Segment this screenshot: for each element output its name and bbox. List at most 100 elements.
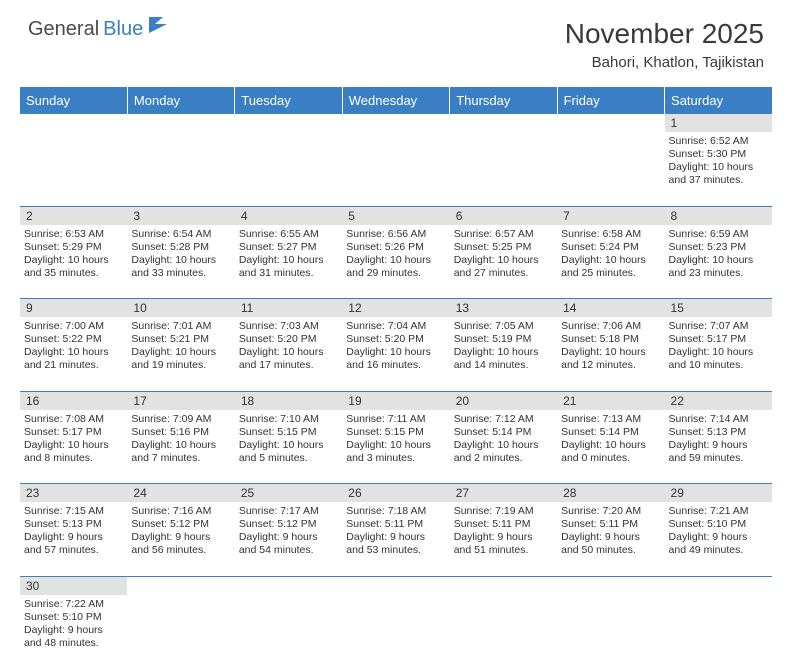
- daylight-line1: Daylight: 9 hours: [561, 531, 660, 544]
- day-cell: Sunrise: 7:12 AMSunset: 5:14 PMDaylight:…: [450, 410, 557, 484]
- sunrise-text: Sunrise: 7:05 AM: [454, 320, 553, 333]
- daylight-line1: Daylight: 9 hours: [24, 531, 123, 544]
- day-cell: Sunrise: 6:55 AMSunset: 5:27 PMDaylight:…: [235, 225, 342, 299]
- day-header: Friday: [557, 87, 664, 114]
- day-cell: [342, 595, 449, 669]
- sunrise-text: Sunrise: 6:52 AM: [669, 135, 768, 148]
- daynum-cell: 9: [20, 299, 127, 318]
- daynum-cell: 19: [342, 391, 449, 410]
- week-row: Sunrise: 6:53 AMSunset: 5:29 PMDaylight:…: [20, 225, 772, 299]
- day-cell: [127, 595, 234, 669]
- sunrise-text: Sunrise: 6:57 AM: [454, 228, 553, 241]
- week-row: Sunrise: 7:00 AMSunset: 5:22 PMDaylight:…: [20, 317, 772, 391]
- daynum-cell: [20, 114, 127, 132]
- sunset-text: Sunset: 5:24 PM: [561, 241, 660, 254]
- daylight-line2: and 7 minutes.: [131, 452, 230, 465]
- day-cell: Sunrise: 7:21 AMSunset: 5:10 PMDaylight:…: [665, 502, 772, 576]
- daynum-row: 23242526272829: [20, 484, 772, 503]
- daynum-cell: [450, 576, 557, 595]
- day-cell: Sunrise: 7:20 AMSunset: 5:11 PMDaylight:…: [557, 502, 664, 576]
- daynum-cell: 29: [665, 484, 772, 503]
- sunrise-text: Sunrise: 7:10 AM: [239, 413, 338, 426]
- sunrise-text: Sunrise: 7:12 AM: [454, 413, 553, 426]
- daylight-line2: and 51 minutes.: [454, 544, 553, 557]
- sunset-text: Sunset: 5:27 PM: [239, 241, 338, 254]
- daynum-cell: [127, 576, 234, 595]
- daylight-line2: and 48 minutes.: [24, 637, 123, 650]
- day-header: Thursday: [450, 87, 557, 114]
- daylight-line2: and 54 minutes.: [239, 544, 338, 557]
- sunset-text: Sunset: 5:12 PM: [131, 518, 230, 531]
- daylight-line2: and 23 minutes.: [669, 267, 768, 280]
- day-cell: Sunrise: 6:58 AMSunset: 5:24 PMDaylight:…: [557, 225, 664, 299]
- day-cell: [450, 595, 557, 669]
- daynum-cell: 10: [127, 299, 234, 318]
- day-cell: Sunrise: 7:05 AMSunset: 5:19 PMDaylight:…: [450, 317, 557, 391]
- calendar-table: SundayMondayTuesdayWednesdayThursdayFrid…: [20, 87, 772, 669]
- daynum-cell: 17: [127, 391, 234, 410]
- day-cell: Sunrise: 6:57 AMSunset: 5:25 PMDaylight:…: [450, 225, 557, 299]
- sunset-text: Sunset: 5:17 PM: [669, 333, 768, 346]
- sunrise-text: Sunrise: 6:53 AM: [24, 228, 123, 241]
- day-cell: Sunrise: 7:06 AMSunset: 5:18 PMDaylight:…: [557, 317, 664, 391]
- daylight-line2: and 8 minutes.: [24, 452, 123, 465]
- day-cell: Sunrise: 7:15 AMSunset: 5:13 PMDaylight:…: [20, 502, 127, 576]
- day-cell: Sunrise: 7:14 AMSunset: 5:13 PMDaylight:…: [665, 410, 772, 484]
- daynum-cell: 18: [235, 391, 342, 410]
- daynum-cell: 5: [342, 206, 449, 225]
- daylight-line1: Daylight: 10 hours: [561, 346, 660, 359]
- daynum-cell: 23: [20, 484, 127, 503]
- daylight-line1: Daylight: 10 hours: [24, 439, 123, 452]
- sunset-text: Sunset: 5:21 PM: [131, 333, 230, 346]
- daynum-cell: [557, 114, 664, 132]
- location-text: Bahori, Khatlon, Tajikistan: [565, 54, 764, 71]
- sunrise-text: Sunrise: 7:21 AM: [669, 505, 768, 518]
- daylight-line1: Daylight: 10 hours: [239, 346, 338, 359]
- day-cell: Sunrise: 7:04 AMSunset: 5:20 PMDaylight:…: [342, 317, 449, 391]
- sunrise-text: Sunrise: 6:55 AM: [239, 228, 338, 241]
- daylight-line2: and 35 minutes.: [24, 267, 123, 280]
- sunrise-text: Sunrise: 7:09 AM: [131, 413, 230, 426]
- day-header-row: SundayMondayTuesdayWednesdayThursdayFrid…: [20, 87, 772, 114]
- daynum-cell: 21: [557, 391, 664, 410]
- daylight-line2: and 37 minutes.: [669, 174, 768, 187]
- day-cell: [20, 132, 127, 206]
- daynum-row: 16171819202122: [20, 391, 772, 410]
- daylight-line2: and 56 minutes.: [131, 544, 230, 557]
- day-cell: Sunrise: 6:53 AMSunset: 5:29 PMDaylight:…: [20, 225, 127, 299]
- daynum-row: 2345678: [20, 206, 772, 225]
- daynum-row: 1: [20, 114, 772, 132]
- sunrise-text: Sunrise: 7:13 AM: [561, 413, 660, 426]
- week-row: Sunrise: 7:08 AMSunset: 5:17 PMDaylight:…: [20, 410, 772, 484]
- daynum-cell: [127, 114, 234, 132]
- sunset-text: Sunset: 5:11 PM: [454, 518, 553, 531]
- daynum-cell: [342, 576, 449, 595]
- sunset-text: Sunset: 5:15 PM: [239, 426, 338, 439]
- day-cell: [450, 132, 557, 206]
- sunset-text: Sunset: 5:13 PM: [24, 518, 123, 531]
- day-cell: Sunrise: 7:19 AMSunset: 5:11 PMDaylight:…: [450, 502, 557, 576]
- daylight-line1: Daylight: 10 hours: [131, 439, 230, 452]
- daylight-line2: and 16 minutes.: [346, 359, 445, 372]
- daylight-line1: Daylight: 10 hours: [24, 346, 123, 359]
- sunset-text: Sunset: 5:22 PM: [24, 333, 123, 346]
- day-cell: [235, 132, 342, 206]
- logo: GeneralBlue: [28, 18, 171, 41]
- sunset-text: Sunset: 5:18 PM: [561, 333, 660, 346]
- day-header: Tuesday: [235, 87, 342, 114]
- daynum-cell: [665, 576, 772, 595]
- sunset-text: Sunset: 5:28 PM: [131, 241, 230, 254]
- daynum-cell: 3: [127, 206, 234, 225]
- daylight-line2: and 2 minutes.: [454, 452, 553, 465]
- sunset-text: Sunset: 5:10 PM: [669, 518, 768, 531]
- day-cell: Sunrise: 7:10 AMSunset: 5:15 PMDaylight:…: [235, 410, 342, 484]
- daynum-cell: 28: [557, 484, 664, 503]
- day-cell: Sunrise: 7:03 AMSunset: 5:20 PMDaylight:…: [235, 317, 342, 391]
- daylight-line1: Daylight: 10 hours: [346, 254, 445, 267]
- daynum-cell: [235, 114, 342, 132]
- daylight-line2: and 33 minutes.: [131, 267, 230, 280]
- sunrise-text: Sunrise: 7:16 AM: [131, 505, 230, 518]
- day-cell: Sunrise: 7:08 AMSunset: 5:17 PMDaylight:…: [20, 410, 127, 484]
- day-cell: Sunrise: 7:07 AMSunset: 5:17 PMDaylight:…: [665, 317, 772, 391]
- daylight-line2: and 49 minutes.: [669, 544, 768, 557]
